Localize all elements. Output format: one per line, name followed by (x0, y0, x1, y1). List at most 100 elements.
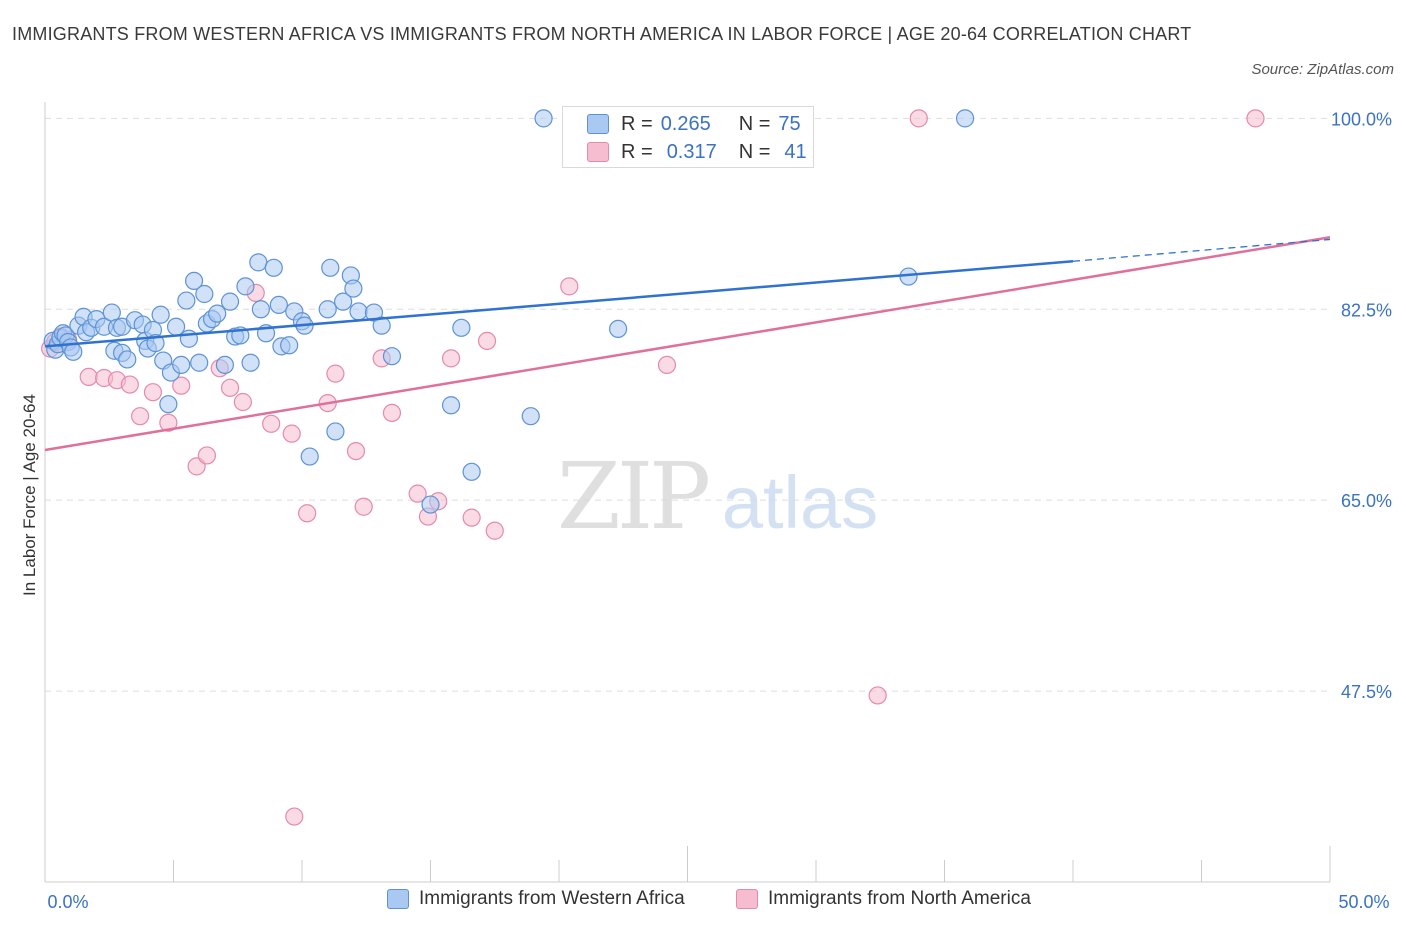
y-tick-label: 65.0% (1341, 491, 1392, 511)
data-point-western-africa (220, 292, 240, 311)
data-point-western-africa (146, 333, 165, 353)
data-point-western-africa (421, 495, 440, 514)
legend-n-value: 75 (778, 112, 801, 135)
correlation-legend: R = 0.265 N = 75 R = 0.317 N = 41 (562, 106, 814, 168)
data-point-western-africa (349, 302, 368, 321)
series-legend: Immigrants from Western Africa Immigrant… (0, 888, 1406, 916)
data-point-western-africa (372, 316, 391, 335)
data-point-north-america (462, 508, 481, 527)
legend-n-label: N = (738, 112, 771, 135)
legend-item-north-america[interactable]: Immigrants from North America (736, 888, 1031, 910)
data-point-north-america (220, 378, 240, 397)
data-point-north-america (868, 686, 887, 705)
source-label: Source: ZipAtlas.com (1251, 61, 1394, 78)
legend-item-western-africa[interactable]: Immigrants from Western Africa (387, 888, 685, 910)
data-point-north-america (298, 504, 317, 523)
legend-swatch-blue (387, 889, 409, 909)
data-point-north-america (282, 424, 301, 443)
trend-line-western-africa (44, 260, 1074, 348)
watermark: ZIP atlas (557, 443, 878, 550)
data-point-north-america (172, 376, 191, 395)
data-point-western-africa (208, 304, 227, 323)
legend-swatch-pink (587, 142, 609, 162)
data-point-north-america (79, 367, 98, 387)
legend-r-label: R = (621, 140, 653, 163)
legend-row-western-africa: R = 0.265 N = 75 (587, 112, 801, 136)
data-point-north-america (408, 484, 427, 503)
data-point-north-america (326, 364, 345, 383)
data-point-north-america (197, 446, 217, 465)
data-point-western-africa (195, 284, 214, 304)
data-point-north-america (120, 375, 139, 394)
data-point-western-africa (118, 350, 137, 369)
data-point-western-africa (334, 292, 353, 311)
data-point-western-africa (321, 258, 340, 277)
data-point-western-africa (215, 355, 234, 375)
legend-swatch-pink (736, 889, 758, 909)
series-western-africa-points (43, 109, 975, 514)
data-point-western-africa (184, 271, 204, 291)
legend-row-north-america: R = 0.317 N = 41 (587, 140, 807, 164)
legend-label-north-america: Immigrants from North America (768, 888, 1031, 909)
data-point-western-africa (534, 109, 553, 128)
data-point-north-america (233, 392, 252, 412)
data-point-western-africa (241, 353, 260, 372)
data-point-western-africa (249, 253, 268, 272)
legend-n-value: 41 (784, 140, 807, 163)
data-point-north-america (909, 109, 928, 128)
data-point-north-america (262, 414, 281, 433)
data-point-north-america (657, 355, 677, 375)
data-point-western-africa (264, 258, 283, 277)
data-point-north-america (354, 497, 373, 516)
data-point-north-america (346, 441, 366, 461)
data-point-western-africa (318, 300, 337, 319)
data-point-western-africa (151, 305, 170, 324)
data-point-north-america (382, 403, 402, 423)
data-point-western-africa (955, 109, 975, 128)
data-point-western-africa (166, 317, 186, 336)
data-point-north-america (441, 349, 461, 368)
y-tick-label: 47.5% (1341, 682, 1392, 702)
data-point-western-africa (236, 277, 255, 296)
data-point-western-africa (177, 291, 196, 310)
data-point-western-africa (609, 319, 628, 339)
y-tick-label: 100.0% (1331, 109, 1392, 129)
data-point-western-africa (521, 407, 540, 426)
data-point-western-africa (269, 295, 288, 315)
data-point-western-africa (462, 462, 481, 481)
trend-lines (44, 236, 1331, 452)
legend-r-label: R = (621, 112, 653, 135)
y-tick-labels: 100.0% 82.5% 65.0% 47.5% (1331, 109, 1392, 702)
data-point-western-africa (326, 422, 345, 441)
legend-r-value: 0.265 (660, 112, 711, 135)
data-point-western-africa (452, 318, 471, 337)
chart-title: IMMIGRANTS FROM WESTERN AFRICA VS IMMIGR… (12, 24, 1192, 44)
trend-line-western-africa-extension (1072, 238, 1331, 262)
data-point-north-america (485, 521, 504, 540)
data-point-western-africa (280, 336, 299, 355)
data-point-western-africa (102, 303, 121, 322)
data-point-north-america (1246, 109, 1265, 128)
data-point-western-africa (382, 347, 402, 366)
data-point-north-america (477, 331, 497, 351)
x-tick-label-max: 50.0% (1338, 892, 1389, 912)
data-point-western-africa (441, 396, 461, 415)
data-point-north-america (285, 807, 304, 826)
data-point-north-america (130, 407, 150, 426)
data-point-western-africa (190, 353, 209, 372)
data-point-north-america (159, 413, 178, 432)
data-point-western-africa (344, 279, 363, 298)
x-tick-label-min: 0.0% (47, 892, 88, 912)
data-point-north-america (560, 277, 579, 296)
data-point-western-africa (251, 300, 270, 319)
legend-r-value: 0.317 (666, 140, 717, 163)
data-point-western-africa (159, 395, 178, 414)
data-point-western-africa (64, 342, 83, 361)
watermark-zip: ZIP (557, 443, 708, 550)
watermark-atlas: atlas (722, 461, 878, 544)
trend-line-north-america (44, 236, 1331, 452)
data-point-north-america (143, 383, 163, 402)
y-tick-label: 82.5% (1341, 300, 1392, 320)
legend-n-label: N = (738, 140, 771, 163)
